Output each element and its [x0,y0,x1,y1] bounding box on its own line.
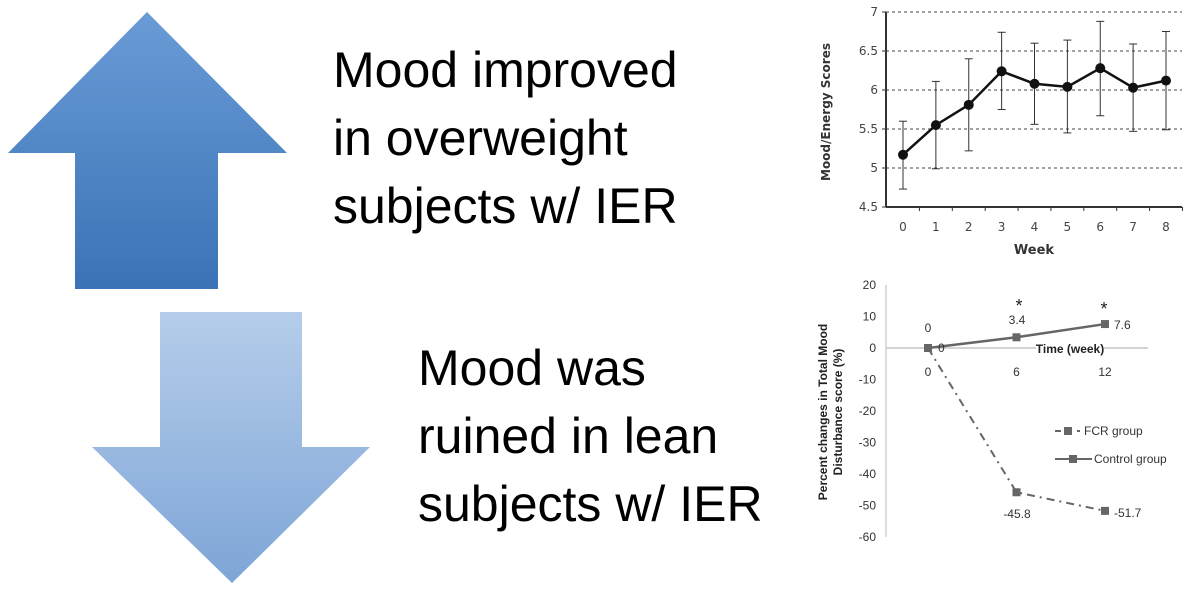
data-label: 0 [938,341,945,355]
text-mood-ruined: Mood was ruined in lean subjects w/ IER [418,334,763,538]
text-line: subjects w/ IER [418,476,763,532]
y-tick-label: 4.5 [859,200,878,214]
y-tick-label: 6.5 [859,44,878,58]
y-tick-label: -50 [859,499,877,513]
data-point [1161,75,1171,86]
y-axis-label-line2: Disturbance score (%) [831,349,845,476]
legend-control-label: Control group [1094,452,1167,466]
x-tick-label: 6 [1096,220,1104,234]
y-tick-label: 5.5 [859,122,878,136]
x-axis-label: Time (week) [1036,342,1104,356]
data-point [963,99,974,110]
x-label-bg [1036,340,1104,356]
data-point [924,344,932,352]
x-tick-label: 2 [965,220,973,234]
legend-fcr-label: FCR group [1084,424,1143,438]
down-arrow-icon [92,312,370,583]
x-tick-label: 6 [1013,365,1020,379]
up-arrow-icon [8,12,287,289]
data-point [1101,320,1109,329]
x-axis-label: Week [1014,243,1055,258]
y-tick-label: -60 [859,530,877,544]
y-tick-label: 5 [870,161,878,175]
data-point [1128,82,1139,93]
y-axis-label: Percent changes in Total Mood [816,324,830,500]
data-point [930,120,941,131]
text-line: ruined in lean [418,408,719,464]
x-tick-label: 0 [899,220,907,234]
data-point [1095,63,1106,74]
y-tick-label: 0 [869,341,876,355]
significance-marker: * [1100,299,1107,319]
data-point [1101,506,1109,515]
mood-energy-chart: 4.5 5 5.5 6 6.5 7 0 1 2 3 4 5 6 7 8 Week Mood/Energy Sco… [819,5,1183,258]
data-label: 0 [925,321,932,335]
x-tick-label: 0 [925,365,932,379]
data-point [1029,78,1040,89]
text-line: Mood improved [333,42,678,98]
text-mood-improved: Mood improved in overweight subjects w/ … [333,36,678,240]
text-line: in overweight [333,110,628,166]
data-point [996,66,1007,77]
y-tick-label: -40 [859,467,877,481]
data-point [1012,333,1021,342]
y-tick-label: -10 [859,373,877,387]
y-tick-label: 6 [870,83,878,97]
y-axis-label: Mood/Energy Scores [819,43,833,181]
significance-marker: * [1015,296,1022,316]
data-label: -51.7 [1114,506,1142,520]
x-tick-label: 8 [1162,220,1170,234]
legend-fcr-marker [1064,427,1072,435]
x-tick-label: 4 [1031,220,1039,234]
mood-disturbance-chart: 20 10 0 -10 -20 -30 -40 -50 -60 0 6 12 Time (week) Pe… [816,278,1167,544]
x-tick-label: 5 [1064,220,1072,234]
y-tick-label: -20 [859,404,877,418]
x-tick-label: 7 [1129,220,1137,234]
x-tick-label: 1 [932,220,940,234]
data-point [1062,81,1073,92]
data-label: 3.4 [1009,313,1026,327]
y-tick-label: -30 [859,436,877,450]
data-point [898,149,908,160]
data-label: -45.8 [1003,507,1031,521]
y-tick-label: 10 [863,310,877,324]
y-tick-label: 20 [863,278,877,292]
text-line: subjects w/ IER [333,178,678,234]
data-point [1012,488,1021,497]
x-tick-label: 12 [1098,365,1112,379]
text-line: Mood was [418,340,646,396]
legend-control-marker [1069,455,1077,463]
y-tick-label: 7 [870,5,878,19]
data-label: 7.6 [1114,318,1131,332]
x-tick-label: 3 [998,220,1006,234]
